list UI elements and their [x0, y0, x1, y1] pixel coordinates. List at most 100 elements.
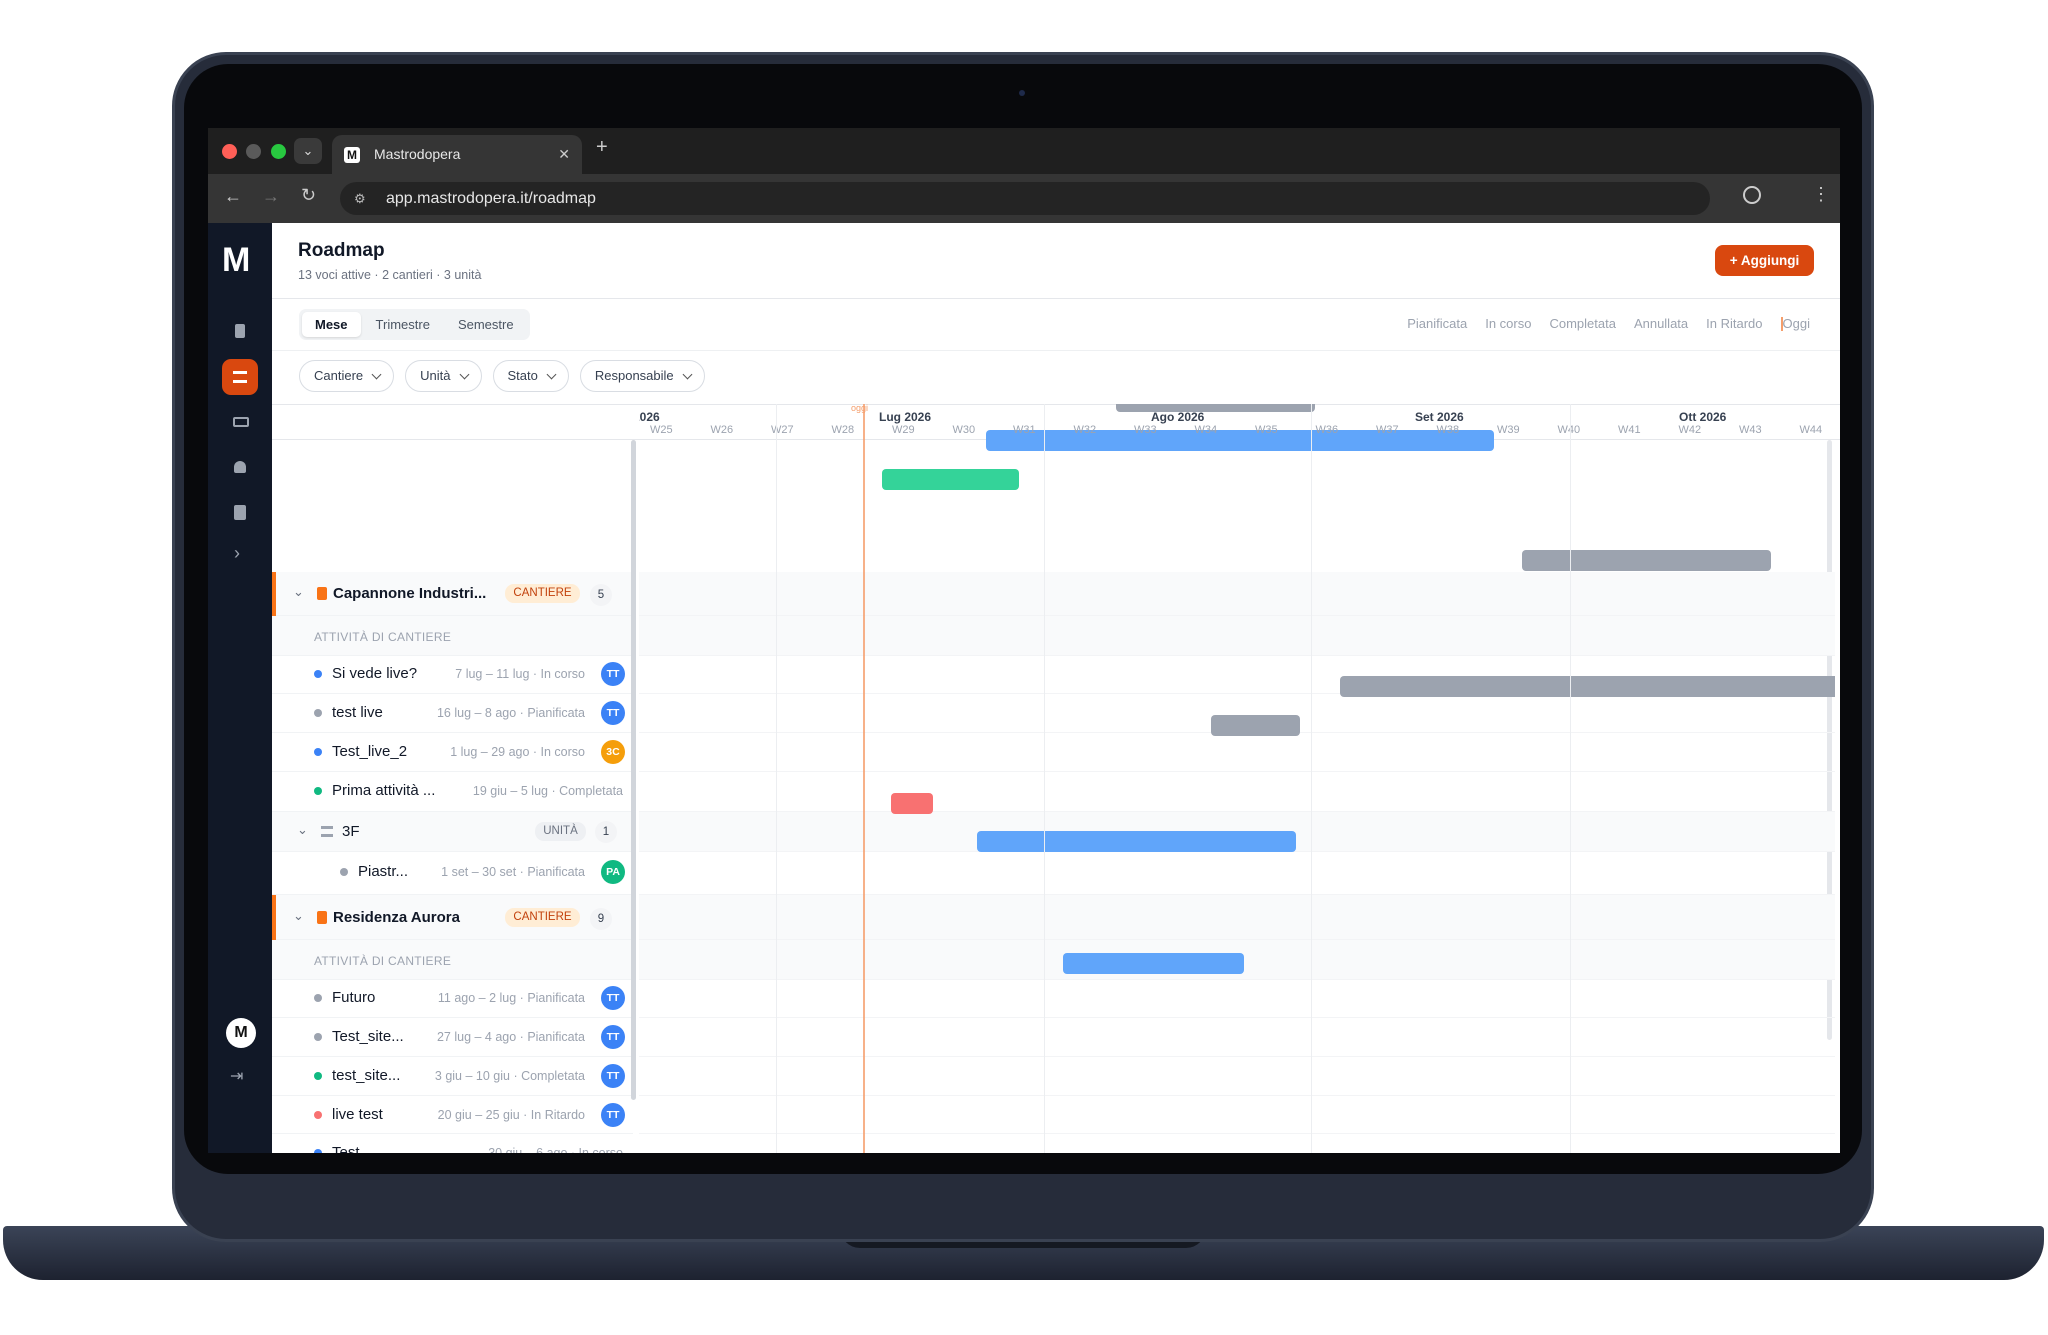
maximize-window[interactable]: [271, 144, 286, 159]
week-label: W33: [1134, 424, 1157, 436]
nav-squadre[interactable]: [222, 449, 258, 485]
view-tab[interactable]: Semestre: [457, 317, 514, 332]
legend-item: In Ritardo: [1706, 316, 1762, 331]
user-avatar[interactable]: M: [226, 1018, 256, 1048]
filter-dropdown[interactable]: Stato: [492, 360, 569, 392]
scrollbar: [631, 440, 636, 1100]
task-row[interactable]: test live 16 lug – 8 ago · Pianificata TT: [272, 693, 633, 733]
week-label: W44: [1799, 424, 1823, 436]
view-tab[interactable]: Mese: [302, 312, 361, 337]
site-row[interactable]: ⌄ Residenza Aurora CANTIERE 9: [272, 895, 633, 940]
site-row[interactable]: ⌄ Capannone Industri... CANTIERE 5: [272, 572, 633, 616]
filter-dropdown[interactable]: Cantiere: [299, 360, 395, 392]
chevron[interactable]: ⌄: [293, 584, 304, 599]
forward[interactable]: →: [262, 186, 280, 206]
month-divider: [776, 404, 777, 1153]
legend: Pianificata In corso Completata Annullata In…: [1407, 316, 1810, 331]
gantt-bar[interactable]: [1340, 676, 1835, 697]
week-label: W28: [831, 424, 855, 436]
month-divider: [1311, 404, 1312, 1153]
filter-dropdown[interactable]: Unità: [405, 360, 482, 392]
task-row[interactable]: Test_site... 27 lug – 4 ago · Pianificata…: [272, 1017, 633, 1057]
task-dates: 16 lug – 8 ago · Pianificata: [436, 706, 585, 720]
browser-tab[interactable]: M Mastrodopera ✕: [332, 135, 582, 174]
gantt-bar[interactable]: [1116, 404, 1315, 412]
gantt-bar[interactable]: [882, 469, 1019, 490]
logout[interactable]: ⇥: [230, 1068, 244, 1085]
site-accent: [272, 572, 276, 616]
count: 9: [590, 908, 612, 930]
status-dot: [314, 709, 322, 717]
week-label: W27: [771, 424, 794, 436]
filters: Cantiere Unità Stato Responsabile: [299, 360, 705, 392]
month-label: 2026: [639, 410, 660, 424]
minimize-window[interactable]: [246, 144, 261, 159]
close-window[interactable]: [222, 144, 237, 159]
legend-label: Completata: [1549, 316, 1616, 331]
section-row: ATTIVITÀ DI CANTIERE: [272, 615, 633, 656]
task-name: Prima attività ...: [332, 782, 436, 799]
legend-label: Pianificata: [1407, 316, 1468, 331]
divider: [272, 298, 1840, 299]
status-dot: [314, 670, 322, 678]
task-dates: 30 giu – 6 ago · In corso: [488, 1146, 623, 1153]
chevron[interactable]: ⌄: [297, 822, 308, 837]
chevron[interactable]: ⌄: [293, 908, 304, 923]
expand-sidebar[interactable]: ›: [234, 543, 240, 563]
task-dates: 1 set – 30 set · Pianificata: [441, 865, 585, 879]
new-tab[interactable]: +: [596, 136, 608, 158]
timeline-row: [639, 1096, 1835, 1134]
sidebar: M › M ⇥: [208, 223, 272, 1153]
nav-documenti[interactable]: [222, 494, 258, 530]
today-label: oggi: [851, 404, 869, 413]
nav-costi[interactable]: [222, 404, 258, 440]
month-label: Ott 2026: [1679, 410, 1727, 424]
gantt-bar[interactable]: [986, 430, 1494, 451]
task-row[interactable]: Test 30 giu – 6 ago · In corso: [272, 1134, 633, 1153]
task-name: Test: [332, 1144, 360, 1153]
task-row[interactable]: Si vede live? 7 lug – 11 lug · In corso TT: [272, 655, 633, 694]
legend-item: Pianificata: [1407, 316, 1467, 331]
add-button[interactable]: + Aggiungi: [1715, 245, 1814, 276]
gantt-bar[interactable]: [891, 793, 933, 814]
unit-row[interactable]: ⌄ 3F UNITÀ 1: [272, 811, 633, 852]
nav-cantieri[interactable]: [222, 313, 258, 349]
gantt-bar[interactable]: [1063, 953, 1244, 974]
unit-name: 3F: [342, 823, 360, 840]
view-tab[interactable]: Trimestre: [375, 317, 430, 332]
week-label: W25: [650, 424, 673, 436]
gantt-bar[interactable]: [1522, 550, 1771, 571]
filter-dropdown[interactable]: Responsabile: [579, 360, 705, 392]
logo[interactable]: M: [222, 241, 251, 279]
menu[interactable]: ⋮: [1812, 184, 1830, 204]
gantt-bar[interactable]: [977, 831, 1296, 852]
week-label: W31: [1013, 424, 1036, 436]
count: 5: [590, 584, 612, 606]
site-icon: [317, 911, 327, 924]
gantt-bar[interactable]: [1211, 715, 1300, 736]
scrollbar: [1827, 440, 1832, 1040]
week-label: W38: [1436, 424, 1460, 436]
status-dot: [314, 748, 322, 756]
week-label: W29: [892, 424, 915, 436]
section-label: ATTIVITÀ DI CANTIERE: [314, 954, 452, 968]
subtask-row[interactable]: Piastr... 1 set – 30 set · Pianificata PA: [272, 852, 633, 895]
address-bar[interactable]: app.mastrodopera.it/roadmap ⚙: [340, 182, 1710, 215]
task-row[interactable]: Test_live_2 1 lug – 29 ago · In corso 3C: [272, 732, 633, 772]
profile[interactable]: [1743, 186, 1761, 204]
url: app.mastrodopera.it/roadmap: [386, 190, 596, 207]
section-row: ATTIVITÀ DI CANTIERE: [272, 939, 633, 980]
timeline-row: [639, 895, 1835, 940]
task-dates: 19 giu – 5 lug · Completata: [472, 784, 623, 798]
task-row[interactable]: live test 20 giu – 25 giu · In Ritardo TT: [272, 1095, 633, 1134]
week-label: W30: [952, 424, 976, 436]
nav-roadmap[interactable]: [222, 359, 258, 395]
task-row[interactable]: test_site... 3 giu – 10 giu · Completata T…: [272, 1056, 633, 1096]
tab-title: Mastrodopera: [374, 146, 461, 162]
section-label: ATTIVITÀ DI CANTIERE: [314, 630, 452, 644]
reload[interactable]: ↻: [301, 185, 317, 205]
task-row[interactable]: Prima attività ... 19 giu – 5 lug · Compl…: [272, 771, 633, 812]
task-row[interactable]: Futuro 11 ago – 2 lug · Pianificata TT: [272, 979, 633, 1018]
tab-search[interactable]: ⌄: [294, 138, 322, 164]
back[interactable]: ←: [224, 186, 242, 206]
